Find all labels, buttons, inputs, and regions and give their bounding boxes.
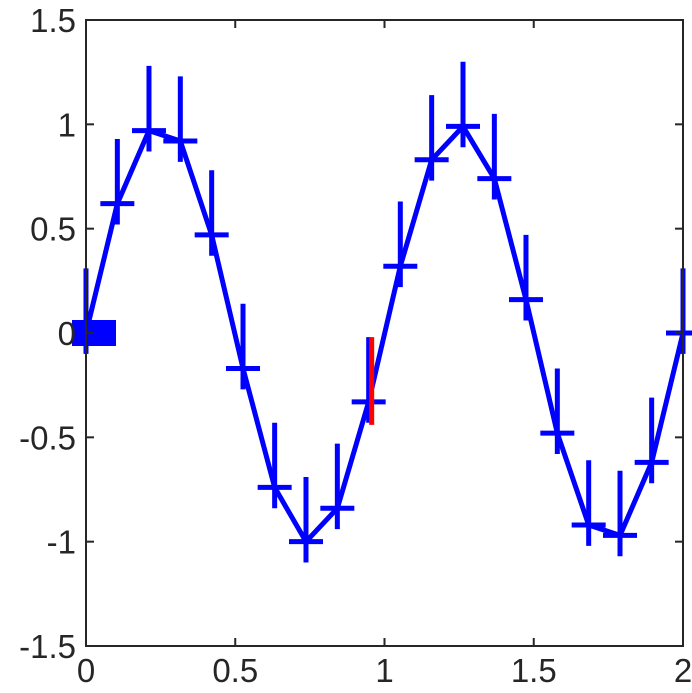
x-tick-label: 2 <box>674 652 692 689</box>
plot-area <box>72 61 692 563</box>
axis-ticks: 0 0.5 1 1.5 2 -1.5 -1 -0.5 0 0.5 1 1.5 <box>19 2 692 689</box>
x-tick-label: 0 <box>77 652 95 689</box>
x-tick-label: 0.5 <box>212 652 258 689</box>
y-tick-label: -0.5 <box>19 419 76 456</box>
x-tick-label: 1 <box>375 652 393 689</box>
y-tick-label: 0 <box>58 315 76 352</box>
y-tick-label: 1 <box>58 106 76 143</box>
y-tick-label: -1 <box>47 524 76 561</box>
y-tick-label: 1.5 <box>30 2 76 39</box>
y-tick-label: -1.5 <box>19 628 76 665</box>
series-line <box>83 123 686 545</box>
x-tick-label: 1.5 <box>511 652 557 689</box>
y-tick-label: 0.5 <box>30 211 76 248</box>
